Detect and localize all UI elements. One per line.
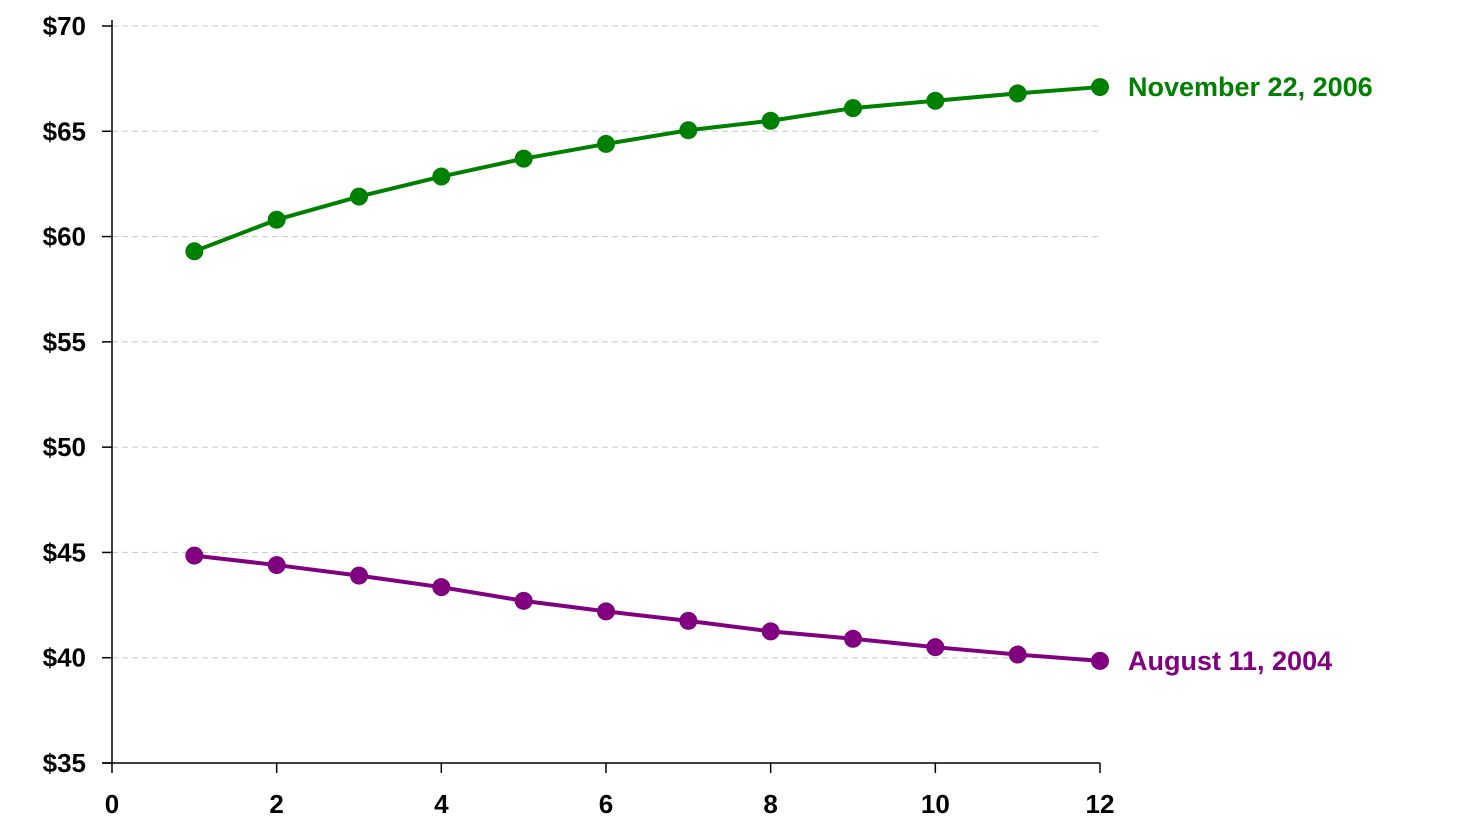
series-0-point-5 (597, 134, 615, 153)
x-tick-label: 4 (434, 789, 449, 819)
series-line-0 (193, 85, 1101, 254)
series-1-point-2 (350, 566, 368, 585)
series-0-point-9 (926, 91, 945, 110)
series-1-point-1 (267, 556, 286, 575)
y-tick-label: $40 (43, 643, 86, 673)
x-tick-label: 12 (1086, 789, 1115, 819)
series-1-point-0 (185, 546, 204, 565)
x-tick-label: 0 (105, 789, 119, 819)
series-1-point-9 (926, 638, 945, 657)
series-0-point-1 (267, 210, 286, 229)
series-1-point-3 (432, 578, 451, 597)
series-0-point-2 (350, 187, 368, 206)
series-1-point-11 (1091, 651, 1109, 670)
series-0-point-11 (1091, 78, 1109, 97)
series-1-point-4 (514, 591, 533, 610)
series-0-point-7 (761, 111, 780, 130)
series-1-point-6 (679, 611, 698, 630)
y-tick-label: $50 (43, 432, 86, 462)
series-label-0: November 22, 2006 (1128, 72, 1373, 102)
series-1-point-7 (761, 622, 780, 641)
series-label-1: August 11, 2004 (1128, 646, 1332, 676)
axes-layer: $35 $40 $45 $50 $55 $60 $65 $70 0 2 4 6 8 10 12 (43, 11, 1115, 819)
series-line-1 (194, 553, 1101, 663)
y-tick-label: $65 (43, 116, 86, 146)
y-tick-label: $70 (43, 11, 86, 41)
y-tick-label: $55 (43, 327, 86, 357)
y-tick-label: $45 (43, 537, 86, 567)
series-0-point-3 (432, 167, 451, 186)
x-tick-label: 6 (599, 789, 613, 819)
series-1-point-8 (844, 629, 862, 648)
labels-layer: November 22, 2006 August 11, 2004 (1128, 72, 1373, 676)
series-layer (185, 78, 1109, 670)
y-tick-label: $35 (43, 748, 86, 778)
series-0-point-0 (185, 242, 204, 261)
series-0-point-8 (844, 99, 862, 118)
series-0-point-4 (514, 149, 533, 168)
x-tick-label: 8 (763, 789, 777, 819)
x-tick-label: 2 (269, 789, 283, 819)
series-0-point-10 (1008, 84, 1027, 103)
series-1-point-5 (597, 602, 615, 621)
x-tick-label: 10 (921, 789, 950, 819)
series-0-point-6 (679, 121, 698, 140)
series-1-point-10 (1008, 645, 1027, 664)
grid-layer (112, 25, 1100, 659)
y-tick-label: $60 (43, 222, 86, 252)
